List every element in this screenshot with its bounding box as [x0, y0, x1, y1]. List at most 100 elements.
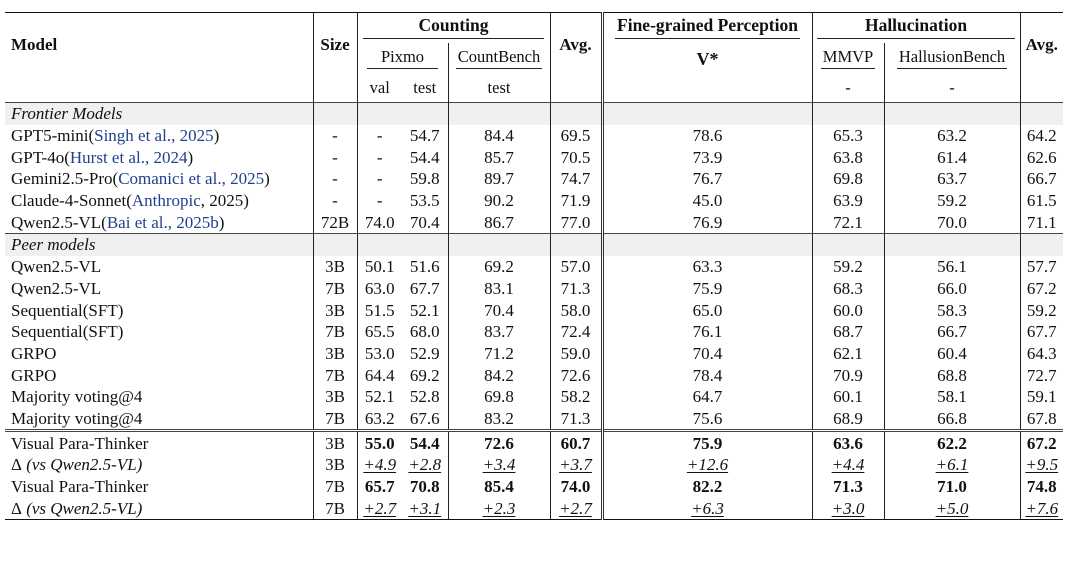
test-cell: 51.6	[409, 257, 440, 277]
hallusionbench-cell: 66.8	[883, 407, 1021, 431]
val-cell: 74.0	[356, 211, 402, 234]
test-header: test	[413, 78, 437, 98]
citation-link[interactable]: Comanici et al., 2025	[118, 169, 265, 189]
delta-comparison: (vs Qwen2.5-VL)	[21, 498, 143, 518]
header-row-2: Pixmo CountBench V* MMVP HallusionBench	[5, 43, 1063, 75]
frontier-rows: GPT5-mini(Singh et al., 2025) - -54.7 84.4 6…	[5, 124, 1064, 234]
size-cell: 3B	[312, 429, 357, 454]
countbench-cell: 89.7	[447, 168, 550, 190]
mmvp-cell: 68.3	[811, 277, 884, 300]
counting-avg-cell: 70.5	[549, 146, 602, 169]
section-frontier: Frontier Models	[5, 101, 1064, 125]
mmvp-cell: 71.3	[811, 475, 884, 498]
model-name: Majority voting@4	[11, 387, 143, 407]
citation-link[interactable]: Bai et al., 2025b	[106, 212, 219, 232]
size-cell: 3B	[312, 385, 357, 408]
citation-link[interactable]: Singh et al., 2025	[94, 126, 214, 146]
counting-avg-cell: 58.2	[549, 385, 602, 408]
countbench-cell: 71.2	[447, 342, 550, 365]
model-name: Visual Para-Thinker	[11, 477, 149, 497]
test-cell: 52.9	[409, 343, 440, 363]
counting-avg-cell: 72.4	[549, 320, 602, 343]
mmvp-cell: 62.1	[811, 342, 884, 365]
vstar-cell: 76.7	[600, 168, 812, 190]
overall-avg-cell: 74.8	[1019, 475, 1064, 498]
table-row: GPT-4o(Hurst et al., 2024) - -54.4 85.7 70.5…	[5, 146, 1064, 169]
hallusionbench-cell: 62.2	[883, 429, 1021, 454]
section-label: Frontier Models	[5, 101, 313, 125]
vstar-cell: 76.1	[600, 320, 812, 343]
overall-avg-cell: 67.2	[1019, 429, 1064, 454]
model-header: Model	[5, 12, 313, 75]
overall-avg-cell: 64.2	[1019, 124, 1064, 147]
size-cell: 7B	[312, 475, 357, 498]
citation-link[interactable]: Anthropic	[131, 191, 201, 211]
countbench-cell: +2.3	[447, 497, 550, 521]
countbench-cell: 84.2	[447, 364, 550, 386]
overall-avg-cell: 72.7	[1019, 364, 1064, 386]
delta-symbol: Δ	[11, 498, 22, 518]
model-cell: Majority voting@4	[5, 408, 313, 431]
val-cell: 64.4	[356, 364, 402, 386]
countbench-cell: 90.2	[447, 189, 550, 212]
mmvp-cell: +4.4	[811, 454, 884, 476]
size-cell: 7B	[312, 320, 357, 343]
table-row: Claude-4-Sonnet(Anthropic, 2025) - -53.5 90…	[5, 189, 1064, 212]
val-cell: 65.7	[356, 475, 402, 498]
table-row: Qwen2.5-VL 3B 50.1 51.6 69.2 57.0 63.3 59.2 56.1…	[5, 255, 1064, 278]
mmvp-cell: 68.7	[811, 320, 884, 343]
model-name: Qwen2.5-VL	[11, 257, 102, 277]
size-cell: -	[312, 124, 357, 147]
hallusionbench-cell: 63.7	[883, 168, 1021, 190]
mmvp-cell: 68.9	[811, 407, 884, 431]
test-cell: 59.8	[409, 169, 440, 189]
vstar-cell: 76.9	[600, 211, 812, 234]
hallusionbench-cell: 58.1	[883, 385, 1021, 408]
citation-close: )	[187, 147, 194, 167]
table-row: GRPO 3B 53.0 52.9 71.2 59.0 70.4 62.1 60.4 64.3	[5, 342, 1064, 365]
overall-avg-cell: 57.7	[1019, 255, 1064, 278]
mmvp-cell: 69.8	[811, 168, 884, 190]
vstar-cell: 65.0	[600, 299, 812, 321]
peer-rows: Qwen2.5-VL 3B 50.1 51.6 69.2 57.0 63.3 59.2 56.1…	[5, 255, 1064, 431]
hallucination-header: Hallucination	[811, 12, 1021, 43]
val-cell: 55.0	[356, 429, 402, 454]
model-cell: Visual Para-Thinker	[5, 476, 313, 498]
val-cell: +4.9	[356, 454, 402, 476]
counting-avg-cell: 58.0	[549, 299, 602, 321]
model-cell: Δ (vs Qwen2.5-VL)	[5, 497, 313, 521]
counting-avg-cell: 60.7	[549, 429, 602, 454]
table-row: GRPO 7B 64.4 69.2 84.2 72.6 78.4 70.9 68.8 72.7	[5, 364, 1064, 386]
counting-avg-cell: 69.5	[549, 124, 602, 147]
counting-avg-cell: 59.0	[549, 342, 602, 365]
mmvp-cell: 65.3	[811, 124, 884, 147]
model-cell: Δ (vs Qwen2.5-VL)	[5, 454, 313, 476]
citation-link[interactable]: Hurst et al., 2024	[69, 147, 188, 167]
header-row-1: Model Size Counting Avg. Fine-grained Pe…	[5, 12, 1064, 75]
mmvp-cell: +3.0	[811, 497, 884, 521]
hallusionbench-cell: 66.7	[883, 320, 1021, 343]
counting-avg-cell: +3.7	[549, 454, 602, 476]
size-cell: 3B	[312, 255, 357, 278]
test-cell: 52.8	[409, 387, 440, 407]
test-cell: 54.4	[402, 429, 448, 454]
test-cell: +2.8	[408, 455, 442, 475]
counting-avg-cell: 71.3	[549, 407, 602, 431]
val-cell: 65.5	[356, 320, 402, 343]
size-cell: -	[312, 168, 357, 190]
hallusionbench-cell: 63.2	[883, 124, 1021, 147]
test-cell: 53.5	[409, 191, 440, 211]
model-cell: Visual Para-Thinker	[5, 429, 313, 454]
model-cell: Sequential(SFT)	[5, 321, 313, 343]
vstar-cell: 78.6	[600, 124, 812, 147]
mmvp-cell: 60.0	[811, 299, 884, 321]
model-name: Qwen2.5-VL(	[11, 212, 107, 232]
header-row-3: val test test - -	[5, 75, 1064, 103]
mmvp-cell: 63.9	[811, 189, 884, 212]
vstar-cell: 73.9	[600, 146, 812, 169]
countbench-cell: 70.4	[447, 299, 550, 321]
table-row: Majority voting@4 7B 63.2 67.6 83.2 71.3 75.6 6…	[5, 407, 1064, 431]
val-cell: -	[356, 146, 402, 169]
overall-avg-cell: 66.7	[1019, 168, 1064, 190]
val-cell: +2.7	[356, 497, 402, 521]
